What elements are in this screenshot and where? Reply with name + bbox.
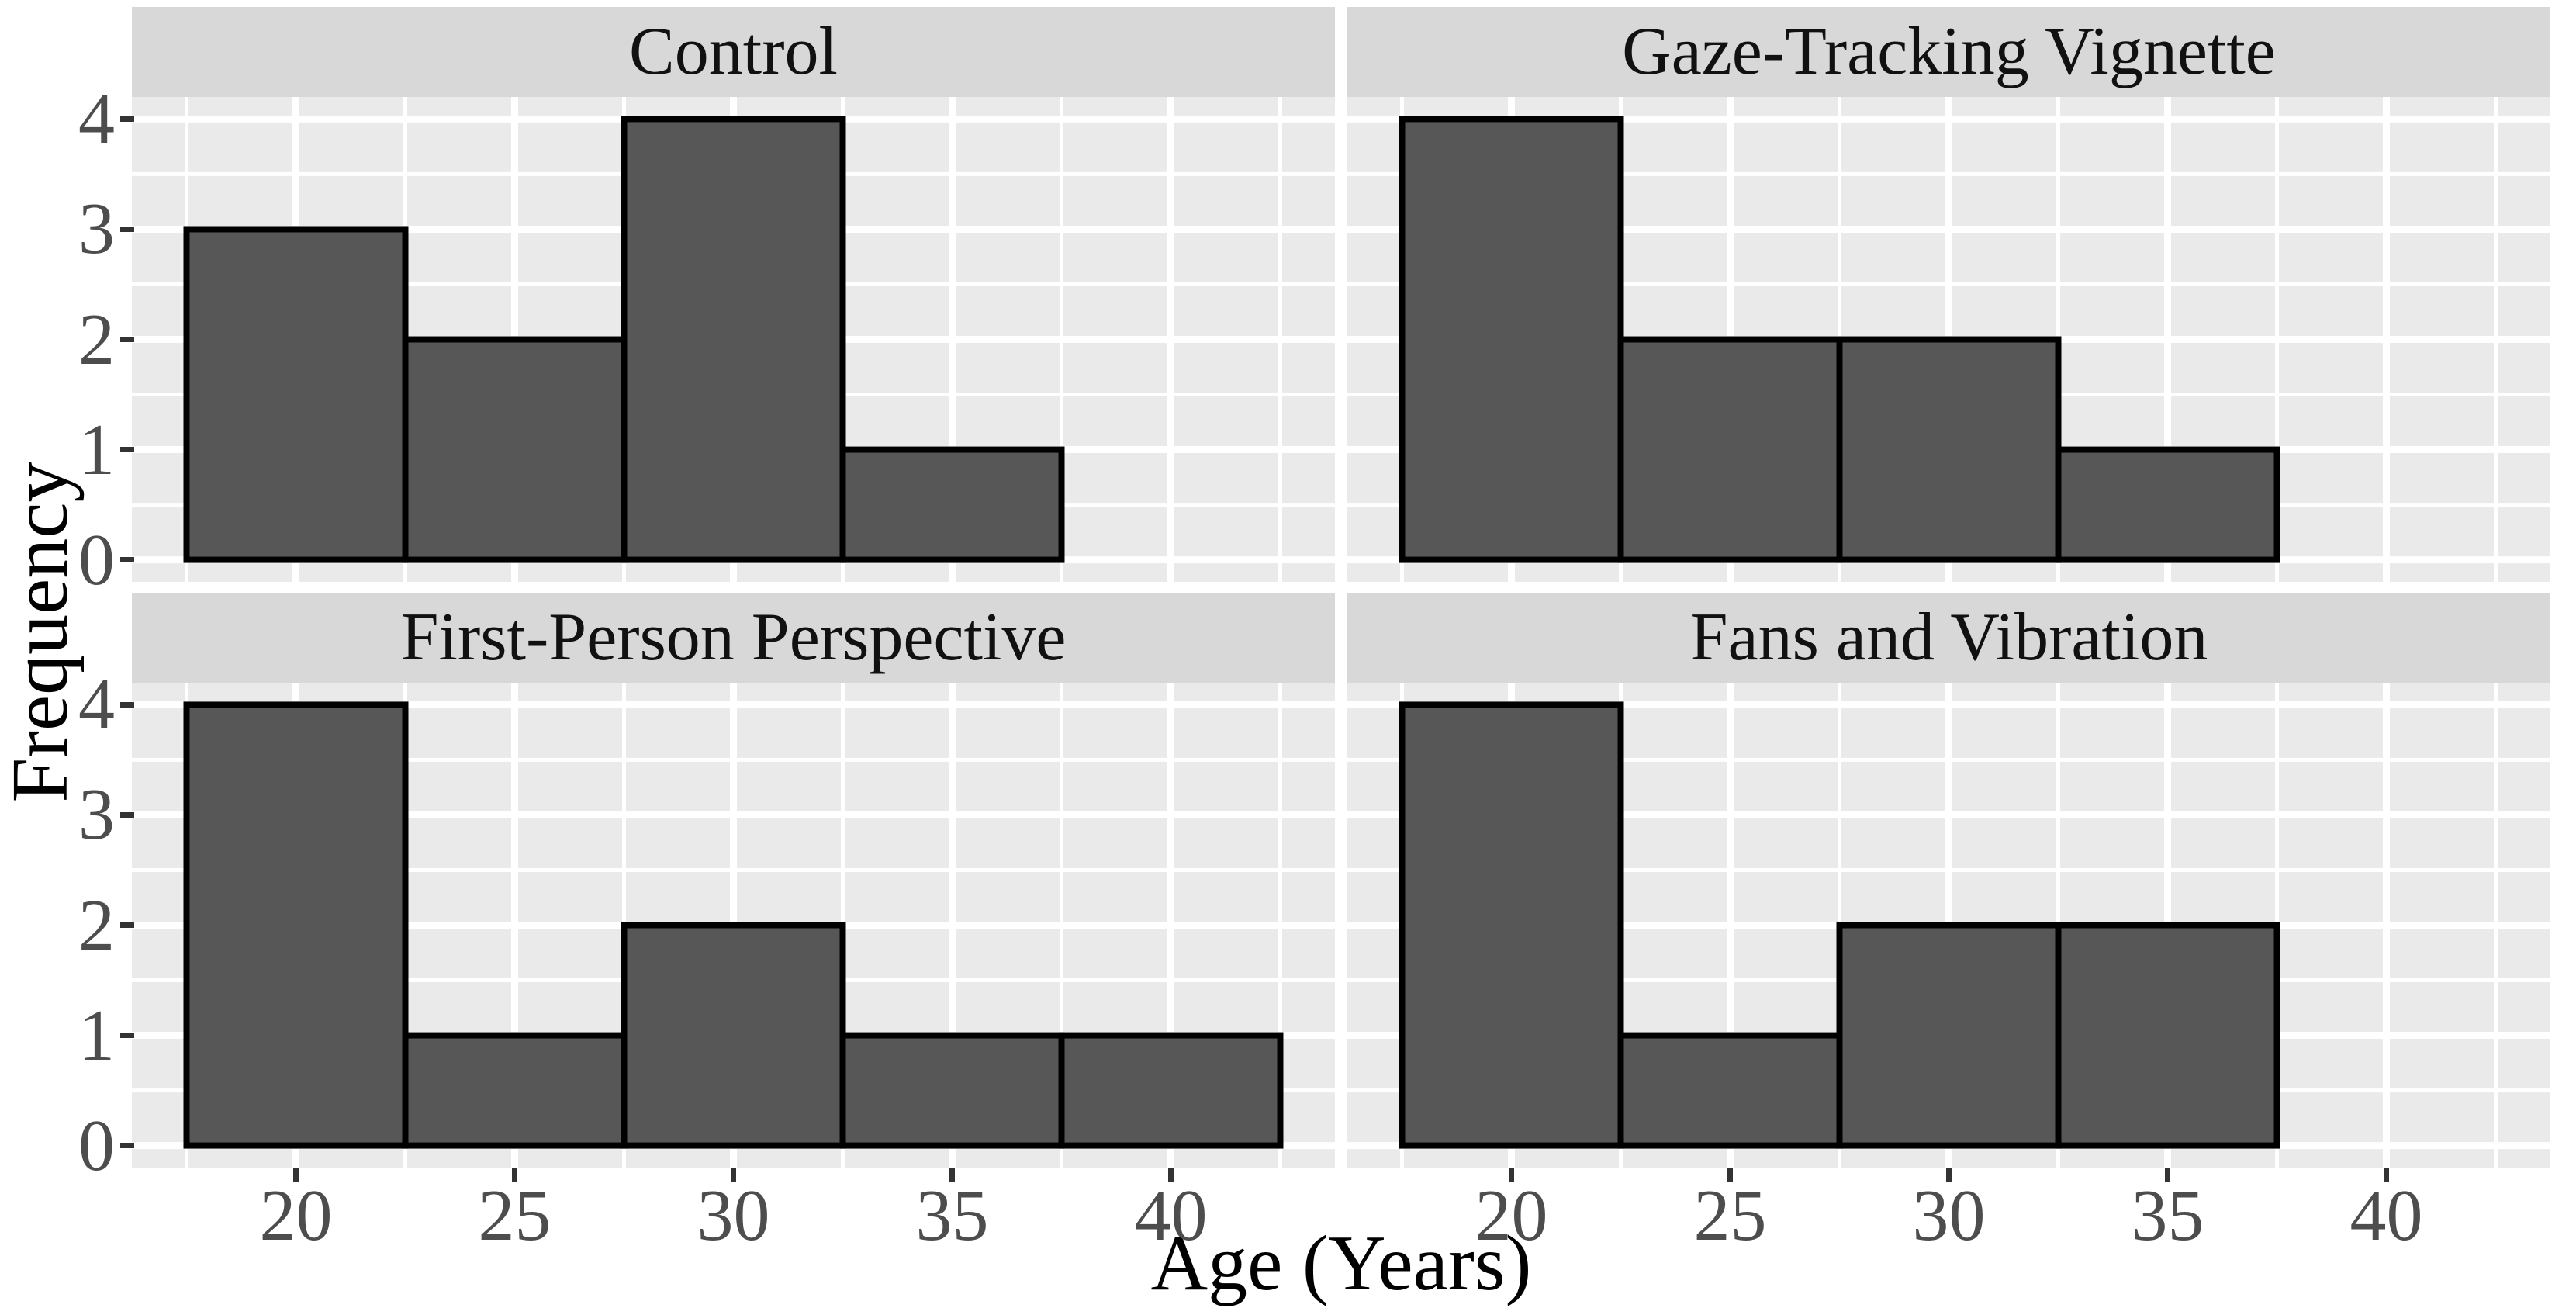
- histogram-bar: [402, 1032, 628, 1149]
- x-tick-label: 30: [697, 1175, 770, 1256]
- y-tick-label: 0: [78, 519, 115, 600]
- x-tick-label: 40: [2350, 1175, 2423, 1256]
- histogram-bar: [183, 701, 409, 1149]
- x-tick-mark: [512, 1168, 517, 1182]
- x-tick-mark: [1509, 1168, 1514, 1182]
- y-tick-label: 4: [78, 78, 115, 160]
- histogram-bar: [1617, 1032, 1843, 1149]
- x-tick-mark: [293, 1168, 299, 1182]
- facet-strip-label: Control: [629, 14, 838, 89]
- x-tick-label: 40: [1134, 1175, 1208, 1256]
- facet-strip-gaze-tracking-vignette: Gaze-Tracking Vignette: [1347, 7, 2550, 97]
- facet-strip-control: Control: [132, 7, 1335, 97]
- x-axis-title: Age (Years): [1150, 1220, 1532, 1307]
- y-tick-label: 2: [78, 299, 115, 380]
- x-tick-label: 30: [1912, 1175, 1986, 1256]
- y-tick-mark: [120, 557, 134, 563]
- facet-plot-gaze-tracking-vignette: [1347, 97, 2550, 582]
- y-tick-label: 2: [78, 884, 115, 966]
- x-tick-label: 25: [1693, 1175, 1767, 1256]
- facet-plot-fans-and-vibration: [1347, 683, 2550, 1168]
- facet-strip-fans-and-vibration: Fans and Vibration: [1347, 593, 2550, 683]
- x-tick-mark: [2384, 1168, 2389, 1182]
- facet-panel-fans-and-vibration: [1347, 683, 2550, 1168]
- x-tick-label: 20: [259, 1175, 333, 1256]
- x-tick-mark: [1168, 1168, 1174, 1182]
- histogram-bar: [839, 1032, 1065, 1149]
- histogram-bar: [183, 226, 409, 563]
- x-tick-mark: [1946, 1168, 1952, 1182]
- histogram-bar: [2055, 922, 2280, 1149]
- facet-panel-gaze-tracking-vignette: [1347, 97, 2550, 582]
- y-tick-mark: [120, 811, 134, 818]
- y-tick-mark: [120, 337, 134, 342]
- x-tick-label: 35: [915, 1175, 989, 1256]
- y-tick-label: 3: [78, 774, 115, 856]
- y-tick-mark: [120, 1033, 134, 1039]
- y-tick-label: 1: [78, 409, 115, 490]
- y-tick-mark: [120, 1143, 134, 1149]
- x-tick-mark: [1727, 1168, 1733, 1182]
- histogram-bar: [402, 336, 628, 563]
- histogram-bar: [2055, 446, 2280, 563]
- y-tick-mark: [120, 922, 134, 928]
- x-tick-label: 25: [478, 1175, 552, 1256]
- y-tick-mark: [120, 447, 134, 453]
- facet-panel-first-person-perspective: [132, 683, 1335, 1168]
- histogram-bar: [1836, 336, 2062, 563]
- y-axis-title: Frequency: [0, 462, 85, 803]
- y-tick-label: 0: [78, 1105, 115, 1186]
- facet-strip-label: Gaze-Tracking Vignette: [1622, 14, 2276, 89]
- facet-strip-first-person-perspective: First-Person Perspective: [132, 593, 1335, 683]
- x-tick-mark: [949, 1168, 955, 1182]
- facet-panel-control: [132, 97, 1335, 582]
- x-tick-label: 35: [2131, 1175, 2204, 1256]
- y-tick-label: 4: [78, 664, 115, 746]
- histogram-bar: [1836, 922, 2062, 1149]
- facet-plot-control: [132, 97, 1335, 582]
- histogram-bar: [1617, 336, 1843, 563]
- x-tick-mark: [731, 1168, 736, 1182]
- y-tick-label: 1: [78, 995, 115, 1076]
- histogram-bar: [1058, 1032, 1284, 1149]
- facet-plot-first-person-perspective: [132, 683, 1335, 1168]
- y-tick-mark: [120, 701, 134, 708]
- histogram-bar: [1399, 701, 1624, 1149]
- histogram-bar: [621, 922, 846, 1149]
- y-tick-label: 3: [78, 189, 115, 270]
- histogram-bar: [839, 446, 1065, 563]
- histogram-bar: [621, 116, 846, 563]
- x-tick-mark: [2165, 1168, 2170, 1182]
- facet-strip-label: First-Person Perspective: [400, 600, 1067, 675]
- x-tick-label: 20: [1475, 1175, 1548, 1256]
- y-tick-mark: [120, 226, 134, 232]
- facet-strip-label: Fans and Vibration: [1689, 600, 2208, 675]
- histogram-bar: [1399, 116, 1624, 563]
- y-tick-mark: [120, 116, 134, 122]
